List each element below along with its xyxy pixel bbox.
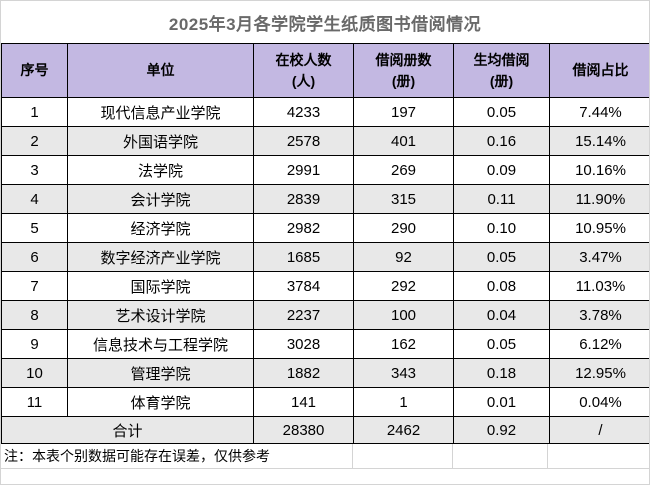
cell-students: 2982: [253, 213, 354, 243]
table-row: 3 法学院 2991 269 0.09 10.16%: [1, 155, 649, 185]
cell-no: 5: [1, 213, 68, 243]
cell-borrowed: 343: [353, 358, 454, 388]
cell-students: 3784: [253, 271, 354, 301]
column-header-borrowed: 借阅册数 (册): [353, 43, 454, 98]
cell-ratio: 11.03%: [549, 271, 649, 301]
total-ratio: /: [549, 416, 649, 444]
total-students: 28380: [253, 416, 354, 444]
cell-per_student: 0.10: [453, 213, 550, 243]
cell-borrowed: 100: [353, 300, 454, 330]
cell-students: 2237: [253, 300, 354, 330]
header-row: 序号 单位 在校人数 (人) 借阅册数 (册) 生均借阅 (册) 借阅占比: [1, 43, 649, 98]
borrow-stats-table: 序号 单位 在校人数 (人) 借阅册数 (册) 生均借阅 (册) 借阅占比 1 现代信息产业学院 4…: [1, 43, 649, 444]
cell-no: 3: [1, 155, 68, 185]
cell-ratio: 10.95%: [549, 213, 649, 243]
cell-no: 2: [1, 126, 68, 156]
cell-unit: 经济学院: [67, 213, 254, 243]
table-row: 9 信息技术与工程学院 3028 162 0.05 6.12%: [1, 329, 649, 359]
cell-unit: 艺术设计学院: [67, 300, 254, 330]
column-header-ratio: 借阅占比: [549, 43, 649, 98]
table-row: 8 艺术设计学院 2237 100 0.04 3.78%: [1, 300, 649, 330]
cell-unit: 会计学院: [67, 184, 254, 214]
footnote-row: 注：本表个别数据可能存在误差，仅供参考: [1, 444, 649, 469]
cell-ratio: 7.44%: [549, 97, 649, 127]
cell-ratio: 15.14%: [549, 126, 649, 156]
cell-students: 2578: [253, 126, 354, 156]
cell-no: 8: [1, 300, 68, 330]
table-row: 1 现代信息产业学院 4233 197 0.05 7.44%: [1, 97, 649, 127]
cell-per_student: 0.16: [453, 126, 550, 156]
cell-no: 9: [1, 329, 68, 359]
cell-unit: 国际学院: [67, 271, 254, 301]
table-row: 5 经济学院 2982 290 0.10 10.95%: [1, 213, 649, 243]
cell-borrowed: 162: [353, 329, 454, 359]
total-row: 合计 28380 2462 0.92/: [1, 416, 649, 444]
cell-ratio: 11.90%: [549, 184, 649, 214]
table-row: 6 数字经济产业学院 1685 92 0.05 3.47%: [1, 242, 649, 272]
cell-unit: 信息技术与工程学院: [67, 329, 254, 359]
column-header-no: 序号: [1, 43, 68, 98]
cell-per_student: 0.01: [453, 387, 550, 417]
cell-per_student: 0.05: [453, 329, 550, 359]
column-header-per_student: 生均借阅 (册): [453, 43, 550, 98]
cell-students: 141: [253, 387, 354, 417]
cell-no: 6: [1, 242, 68, 272]
cell-borrowed: 1: [353, 387, 454, 417]
cell-borrowed: 92: [353, 242, 454, 272]
table-row: 2 外国语学院 2578 401 0.16 15.14%: [1, 126, 649, 156]
table-row: 10 管理学院 1882 343 0.18 12.95%: [1, 358, 649, 388]
cell-no: 4: [1, 184, 68, 214]
table-row: 11 体育学院 141 1 0.01 0.04%: [1, 387, 649, 417]
cell-borrowed: 290: [353, 213, 454, 243]
column-header-students: 在校人数 (人): [253, 43, 354, 98]
cell-borrowed: 315: [353, 184, 454, 214]
cell-ratio: 10.16%: [549, 155, 649, 185]
cell-students: 2991: [253, 155, 354, 185]
cell-per_student: 0.08: [453, 271, 550, 301]
table-row: 4 会计学院 2839 315 0.11 11.90%: [1, 184, 649, 214]
cell-ratio: 3.78%: [549, 300, 649, 330]
cell-borrowed: 269: [353, 155, 454, 185]
total-borrowed: 2462: [353, 416, 454, 444]
total-per_student: 0.92: [453, 416, 550, 444]
footnote-empty-cell: [451, 444, 548, 468]
cell-ratio: 3.47%: [549, 242, 649, 272]
footnote-text: 注：本表个别数据可能存在误差，仅供参考: [4, 448, 270, 464]
cell-no: 10: [1, 358, 68, 388]
table-row: 7 国际学院 3784 292 0.08 11.03%: [1, 271, 649, 301]
cell-unit: 管理学院: [67, 358, 254, 388]
cell-per_student: 0.11: [453, 184, 550, 214]
cell-no: 1: [1, 97, 68, 127]
cell-per_student: 0.04: [453, 300, 550, 330]
cell-borrowed: 401: [353, 126, 454, 156]
cell-per_student: 0.05: [453, 97, 550, 127]
cell-students: 2839: [253, 184, 354, 214]
cell-unit: 现代信息产业学院: [67, 97, 254, 127]
cell-per_student: 0.09: [453, 155, 550, 185]
cell-borrowed: 197: [353, 97, 454, 127]
cell-ratio: 12.95%: [549, 358, 649, 388]
footnote-empty-cell: [547, 444, 649, 468]
cell-per_student: 0.05: [453, 242, 550, 272]
cell-ratio: 0.04%: [549, 387, 649, 417]
cell-no: 7: [1, 271, 68, 301]
cell-students: 3028: [253, 329, 354, 359]
column-header-unit: 单位: [67, 43, 254, 98]
cell-borrowed: 292: [353, 271, 454, 301]
cell-ratio: 6.12%: [549, 329, 649, 359]
cell-unit: 体育学院: [67, 387, 254, 417]
report-title: 2025年3月各学院学生纸质图书借阅情况: [168, 14, 482, 34]
cell-per_student: 0.18: [453, 358, 550, 388]
cell-unit: 数字经济产业学院: [67, 242, 254, 272]
cell-students: 1882: [253, 358, 354, 388]
cell-no: 11: [1, 387, 68, 417]
footnote-empty-cell: [351, 444, 452, 468]
total-label: 合计: [1, 416, 254, 444]
cell-unit: 法学院: [67, 155, 254, 185]
cell-students: 1685: [253, 242, 354, 272]
cell-unit: 外国语学院: [67, 126, 254, 156]
cell-students: 4233: [253, 97, 354, 127]
